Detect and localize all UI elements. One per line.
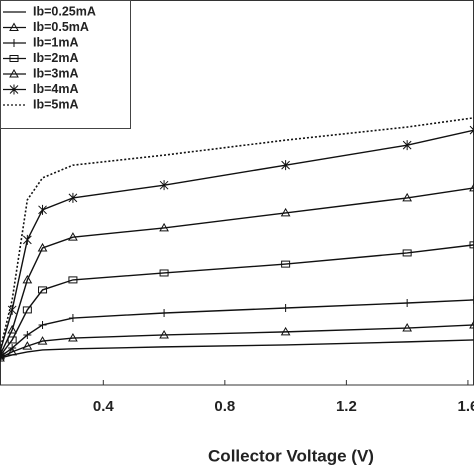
- series-marker: [281, 160, 290, 171]
- series-marker: [159, 222, 169, 232]
- legend-label: Ib=5mA: [33, 97, 79, 111]
- series-marker: [38, 320, 47, 329]
- series-marker: [22, 341, 33, 350]
- series-marker: [0, 346, 5, 357]
- legend-marker: [9, 55, 19, 62]
- series-marker: [160, 309, 169, 318]
- series-marker: [22, 306, 32, 314]
- x-tick-label: 1.6: [457, 398, 474, 415]
- series-marker: [159, 180, 169, 191]
- series-marker: [38, 204, 47, 215]
- series-marker: [281, 304, 290, 312]
- legend-marker: [9, 84, 19, 95]
- series-marker: [402, 192, 413, 202]
- series-marker: [280, 326, 291, 336]
- legend-label: Ib=2mA: [33, 51, 79, 65]
- series-marker: [469, 125, 474, 136]
- series-marker: [470, 295, 474, 304]
- series-marker: [280, 207, 291, 217]
- series-marker: [37, 242, 48, 252]
- legend-label: Ib=3mA: [33, 66, 79, 80]
- series-marker: [0, 352, 5, 360]
- series-line: [0, 244, 474, 357]
- series-marker: [68, 232, 78, 241]
- series-marker: [68, 314, 77, 323]
- series-marker: [0, 352, 4, 361]
- series-marker: [402, 140, 412, 151]
- series-marker: [281, 260, 291, 268]
- legend-label: Ib=1mA: [33, 35, 79, 49]
- series-marker: [7, 304, 17, 315]
- series-marker: [22, 274, 33, 284]
- series-marker: [23, 330, 32, 339]
- series-marker: [402, 249, 412, 257]
- series-marker: [8, 344, 17, 353]
- legend-marker: [9, 68, 19, 78]
- series-marker: [22, 234, 32, 245]
- series-marker: [469, 241, 474, 249]
- legend-marker: [10, 39, 18, 47]
- series-marker: [68, 192, 78, 203]
- series-marker: [7, 324, 18, 334]
- x-axis-label: Collector Voltage (V): [208, 446, 374, 465]
- series-marker: [68, 333, 78, 342]
- series-marker: [37, 336, 48, 345]
- x-tick-label: 0.8: [214, 398, 235, 415]
- series-line: [0, 339, 474, 359]
- series-marker: [403, 298, 412, 307]
- series-marker: [7, 346, 18, 356]
- series-marker: [7, 336, 17, 344]
- series-line: [0, 117, 474, 351]
- series-marker: [402, 323, 413, 332]
- series-marker: [38, 286, 48, 294]
- x-tick-label: 0.4: [93, 398, 115, 415]
- series-marker: [159, 269, 169, 277]
- x-tick-label: 1.2: [336, 398, 357, 415]
- series-marker: [469, 319, 474, 329]
- series-line: [0, 187, 474, 356]
- legend-box: [0, 0, 131, 129]
- series-marker: [469, 182, 474, 192]
- legend-label: Ib=4mA: [33, 82, 79, 96]
- legend-marker: [9, 22, 19, 31]
- legend-label: Ib=0.25mA: [33, 4, 96, 18]
- legend-label: Ib=0.5mA: [33, 20, 89, 34]
- series-marker: [159, 329, 169, 339]
- series-line: [0, 324, 474, 359]
- series-marker: [68, 276, 78, 284]
